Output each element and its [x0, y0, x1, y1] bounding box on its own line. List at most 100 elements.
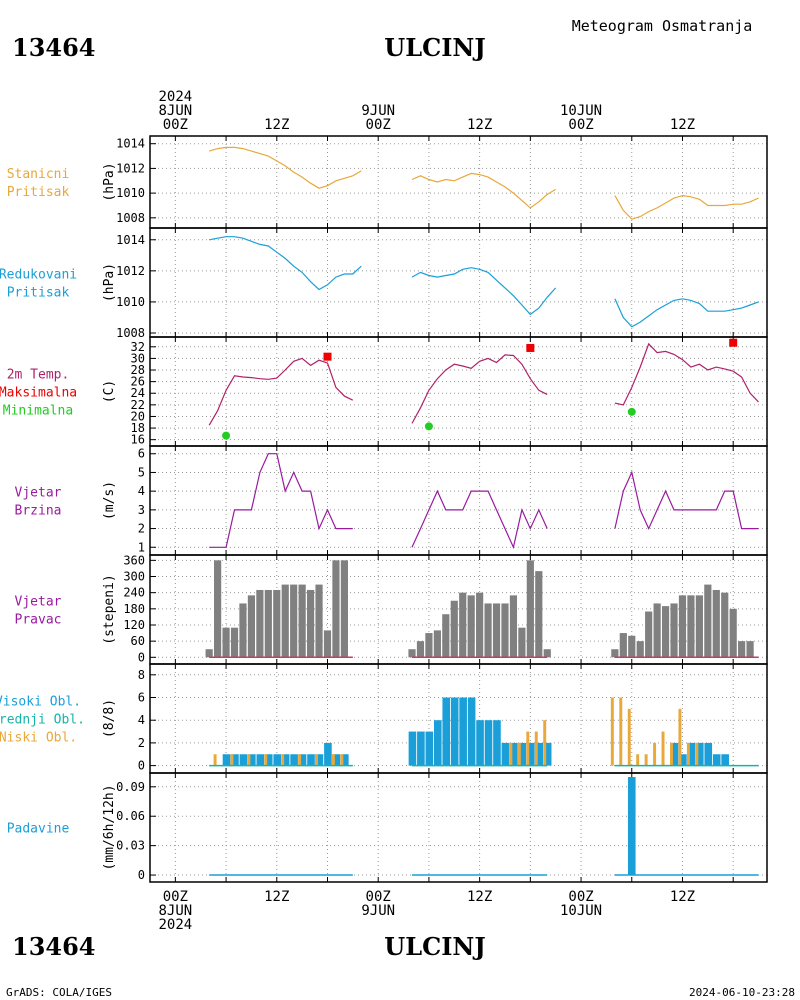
- bar: [248, 754, 256, 766]
- series-line: [614, 194, 759, 220]
- marker-min: [424, 422, 433, 431]
- bar: [679, 754, 687, 766]
- panel-vjetar_brzina: 1 2 3 4 5 6 (m/s) Vjetar Brzina: [15, 445, 768, 556]
- bar: [247, 754, 251, 766]
- bar: [645, 611, 653, 658]
- bar: [459, 592, 467, 658]
- series-line: [411, 489, 548, 550]
- bar: [543, 742, 552, 766]
- panel-title-line: Redukovani: [0, 268, 77, 283]
- bar: [661, 606, 670, 658]
- time-axis-label: 00Z: [163, 889, 188, 905]
- bar: [492, 603, 501, 658]
- panel-title-line: Niski Obl.: [0, 731, 77, 746]
- bar: [332, 754, 341, 766]
- panel-title-line: Visoki Obl.: [0, 695, 81, 710]
- y-axis-label: (hPa): [102, 263, 117, 302]
- y-tick-label: 1: [138, 540, 145, 554]
- bar: [493, 720, 501, 766]
- bar: [619, 633, 627, 658]
- bar: [501, 742, 510, 766]
- y-tick-label: 6: [138, 691, 145, 705]
- time-axis-label: 12Z: [467, 117, 492, 133]
- panel-title-line: Pravac: [15, 613, 62, 628]
- bar: [670, 742, 679, 766]
- panel-padavine: 0 0.03 0.06 0.09(mm/6h/12h) Padavine: [7, 772, 768, 883]
- panel-frame: [149, 336, 768, 447]
- bar: [746, 641, 754, 658]
- y-tick-label: 1014: [116, 233, 145, 247]
- y-axis-label: (8/8): [102, 699, 117, 738]
- panel-frame: [149, 772, 768, 883]
- bar: [231, 754, 239, 766]
- bar: [213, 754, 217, 766]
- y-tick-label: 1010: [116, 186, 145, 200]
- marker-max: [323, 352, 332, 361]
- y-tick-label: 240: [123, 586, 145, 600]
- bar: [417, 731, 425, 766]
- bar: [678, 708, 682, 766]
- y-tick-label: 1012: [116, 264, 145, 278]
- panel-title-line: Srednji Obl.: [0, 713, 85, 728]
- y-tick-label: 26: [131, 375, 145, 389]
- panel-title-line: Vjetar: [15, 486, 62, 501]
- time-axis-label: 9JUN: [361, 103, 395, 119]
- bar: [450, 697, 459, 766]
- bar: [627, 708, 631, 766]
- bar: [256, 754, 265, 766]
- bar: [543, 649, 551, 658]
- bar: [517, 742, 521, 766]
- series-line: [614, 342, 759, 406]
- y-tick-label: 30: [131, 351, 145, 365]
- panel-title-line: Maksimalna: [0, 386, 77, 401]
- bar: [518, 742, 527, 766]
- bar: [222, 754, 231, 766]
- y-tick-label: 360: [123, 553, 145, 567]
- bar: [323, 630, 332, 658]
- y-tick-label: 2: [138, 522, 145, 536]
- time-axis-label: 10JUN: [560, 103, 602, 119]
- bar: [627, 777, 636, 876]
- y-tick-label: 1014: [116, 137, 145, 151]
- panel-title-line: Brzina: [15, 504, 62, 519]
- panel-title-line: Pritisak: [7, 185, 70, 200]
- y-tick-label: 24: [131, 386, 145, 400]
- series-line: [411, 172, 557, 209]
- time-axis-label: 12Z: [670, 889, 695, 905]
- bar: [636, 641, 644, 658]
- bar: [331, 754, 335, 766]
- series-line: [208, 357, 354, 426]
- time-axis-label: 00Z: [568, 889, 593, 905]
- meteogram-subtitle: Meteogram Osmatranja: [572, 17, 753, 35]
- y-tick-label: 1008: [116, 326, 145, 340]
- bar: [712, 754, 721, 766]
- bar: [450, 600, 458, 658]
- time-axis-label: 8JUN: [158, 103, 192, 119]
- panels: 1008101010121014(hPa)StanicniPritisak100…: [0, 135, 768, 883]
- bar: [721, 754, 729, 766]
- y-axis-label: (hPa): [102, 162, 117, 201]
- bar: [729, 608, 737, 658]
- time-axis-label: 12Z: [264, 117, 289, 133]
- bar: [526, 560, 534, 658]
- bar: [298, 584, 306, 658]
- bar: [687, 595, 695, 658]
- bar: [704, 742, 713, 766]
- bar: [476, 592, 484, 658]
- time-axis-label: 2024: [158, 917, 192, 933]
- bar: [425, 731, 434, 766]
- bar: [484, 720, 493, 766]
- bar: [611, 649, 619, 658]
- bar: [670, 742, 673, 766]
- bar: [298, 754, 302, 766]
- bar: [653, 742, 657, 766]
- y-tick-label: 3: [138, 503, 145, 517]
- series-line: [209, 146, 362, 189]
- bar: [696, 742, 704, 766]
- bar: [661, 731, 665, 766]
- series-line: [209, 236, 362, 291]
- y-tick-label: 6: [138, 447, 145, 461]
- bar: [518, 627, 526, 658]
